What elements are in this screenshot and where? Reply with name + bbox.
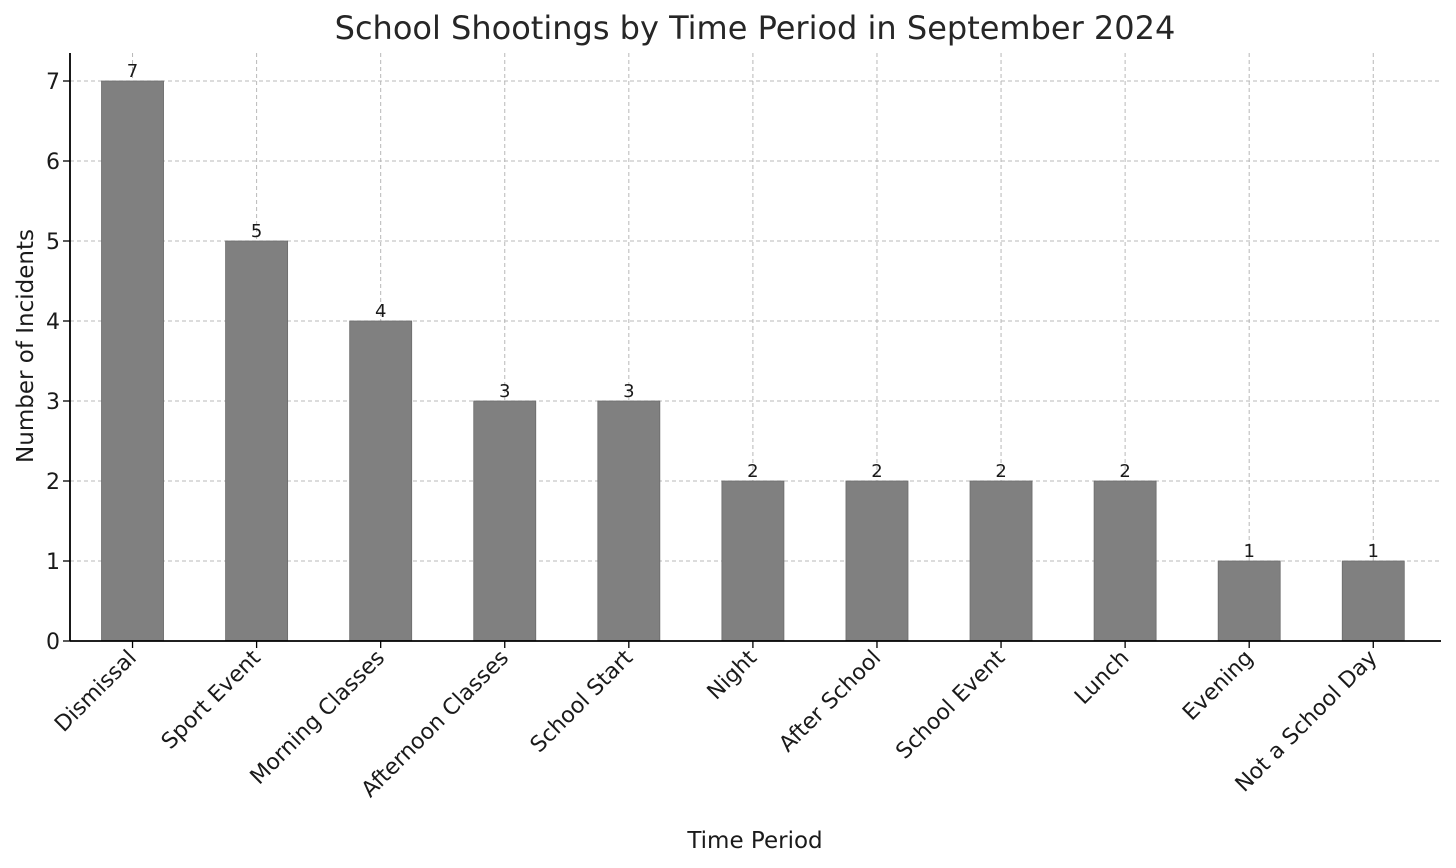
y-tick-label: 2: [46, 470, 60, 495]
bar-value-label: 5: [251, 221, 262, 242]
y-tick-label: 0: [46, 630, 60, 655]
x-tick-label: School Event: [891, 645, 1010, 764]
y-tick-label: 1: [46, 550, 60, 575]
x-tick-label: Morning Classes: [246, 646, 390, 790]
x-tick-label: Not a School Day: [1231, 646, 1383, 798]
bar: [969, 480, 1033, 642]
bar-value-label: 2: [871, 461, 882, 482]
axes: [63, 53, 1441, 648]
bar: [1217, 560, 1281, 642]
bar-value-label: 1: [1243, 541, 1254, 562]
bar: [101, 80, 164, 642]
x-tick-label: Lunch: [1070, 646, 1134, 710]
bar: [1341, 560, 1405, 642]
y-tick-label: 6: [46, 150, 60, 175]
bar-value-label: 3: [623, 381, 634, 402]
bar-value-label: 2: [995, 461, 1006, 482]
bar: [597, 400, 661, 642]
bars: [101, 80, 1405, 642]
x-tick-label: Night: [703, 645, 763, 705]
y-tick-label: 7: [46, 70, 60, 95]
y-tick-label: 5: [46, 230, 60, 255]
x-axis-label: Time Period: [686, 828, 822, 854]
bar: [473, 400, 537, 642]
x-tick-label: Dismissal: [50, 646, 142, 738]
bar: [349, 320, 413, 642]
bar: [845, 480, 909, 642]
chart-title: School Shootings by Time Period in Septe…: [335, 9, 1176, 47]
y-axis-label: Number of Incidents: [13, 229, 39, 463]
x-tick-label: School Start: [526, 645, 639, 758]
bar: [1093, 480, 1157, 642]
bar: [225, 240, 289, 642]
bar: [721, 480, 785, 642]
bar-value-label: 2: [747, 461, 758, 482]
y-tick-label: 4: [46, 310, 60, 335]
x-tick-label: Evening: [1178, 646, 1258, 726]
bar-value-label: 3: [499, 381, 510, 402]
y-tick-label: 3: [46, 390, 60, 415]
bar-value-label: 1: [1368, 541, 1379, 562]
bar-value-label: 4: [375, 301, 386, 322]
x-tick-label: After School: [775, 646, 887, 758]
bar-value-label: 2: [1119, 461, 1130, 482]
bar-value-label: 7: [127, 61, 138, 82]
x-tick-label: Sport Event: [157, 645, 266, 754]
